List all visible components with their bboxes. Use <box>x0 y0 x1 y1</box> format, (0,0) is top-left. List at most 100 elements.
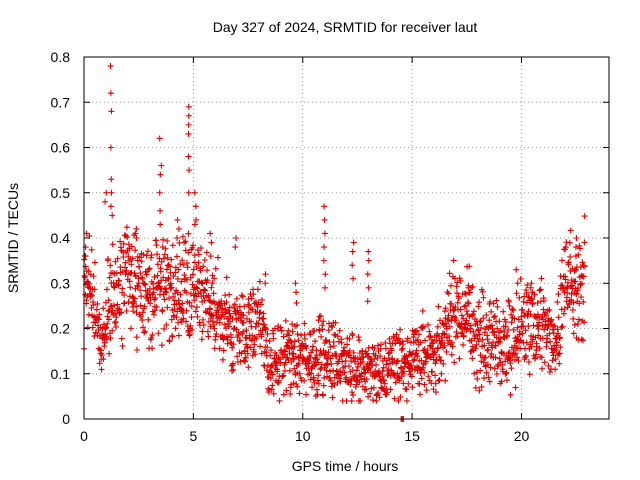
data-point <box>441 308 448 315</box>
data-point <box>211 300 218 307</box>
data-point <box>133 235 140 241</box>
data-point <box>505 327 512 334</box>
data-point <box>250 291 257 298</box>
data-point <box>315 372 322 379</box>
data-point <box>226 291 233 298</box>
data-point <box>538 275 545 282</box>
data-point <box>103 286 110 293</box>
data-point <box>113 270 120 277</box>
data-point <box>360 354 367 361</box>
data-point <box>438 357 445 364</box>
data-point <box>233 326 240 333</box>
data-point <box>498 378 505 385</box>
data-point <box>163 321 170 328</box>
data-point <box>441 342 448 349</box>
data-point <box>175 266 182 273</box>
data-point <box>450 257 457 264</box>
data-point <box>153 242 160 249</box>
data-point <box>348 397 355 404</box>
data-point <box>515 357 522 364</box>
data-point <box>151 296 158 303</box>
data-point <box>108 108 115 115</box>
data-point <box>514 324 521 331</box>
data-point <box>376 394 383 401</box>
data-point <box>555 314 562 321</box>
x-tick-label: 5 <box>189 428 197 444</box>
data-point <box>103 189 110 196</box>
data-point <box>400 370 407 377</box>
data-point <box>200 263 207 270</box>
data-point <box>541 326 548 333</box>
data-point <box>182 238 189 245</box>
data-point <box>187 274 194 281</box>
data-point <box>189 281 196 288</box>
data-point <box>523 289 530 296</box>
data-point <box>314 356 321 363</box>
data-point <box>116 277 122 284</box>
data-point <box>403 386 410 393</box>
data-point <box>187 322 194 329</box>
data-point <box>324 361 331 368</box>
data-point <box>174 289 181 296</box>
data-point <box>513 290 520 297</box>
data-point <box>92 319 99 326</box>
data-point <box>307 349 314 356</box>
data-point <box>580 298 587 305</box>
data-point <box>155 330 162 337</box>
data-point <box>174 235 181 241</box>
data-point <box>264 344 271 351</box>
data-point <box>293 381 300 388</box>
data-point <box>577 281 584 288</box>
data-point <box>193 263 200 270</box>
data-point <box>106 274 113 281</box>
data-point <box>173 314 180 321</box>
data-point <box>546 306 553 313</box>
data-point <box>325 349 332 356</box>
data-point <box>532 355 539 362</box>
data-point <box>153 303 160 310</box>
data-point <box>426 328 433 335</box>
data-point <box>478 324 485 331</box>
data-point <box>475 338 482 345</box>
data-point <box>454 333 461 340</box>
data-point <box>125 298 132 305</box>
data-point <box>537 286 544 293</box>
data-point <box>504 332 511 339</box>
data-point <box>270 390 277 397</box>
data-point <box>563 285 570 292</box>
data-point <box>536 287 543 294</box>
data-point <box>183 276 190 283</box>
data-point <box>474 335 481 342</box>
data-point <box>541 359 548 366</box>
data-point <box>424 321 431 328</box>
data-point <box>181 239 188 246</box>
data-point <box>320 382 327 389</box>
data-point <box>476 318 483 325</box>
data-point <box>539 365 546 372</box>
data-point <box>262 280 269 287</box>
data-point <box>106 350 113 357</box>
data-point <box>301 377 308 384</box>
data-point <box>275 355 282 362</box>
data-point <box>320 318 327 325</box>
data-point <box>137 270 144 277</box>
data-point <box>581 239 588 246</box>
data-point <box>477 367 484 374</box>
data-point <box>230 360 237 367</box>
data-point <box>291 343 298 350</box>
data-point <box>159 308 166 315</box>
data-point <box>133 334 140 341</box>
data-point <box>508 365 515 372</box>
data-point <box>364 350 371 357</box>
data-point <box>357 397 364 404</box>
data-point <box>435 303 442 310</box>
data-point <box>427 332 434 339</box>
data-point <box>508 319 515 326</box>
data-point <box>453 290 460 297</box>
data-point <box>382 345 389 352</box>
data-point <box>415 331 422 338</box>
data-point <box>223 299 230 306</box>
data-point <box>573 290 580 297</box>
data-point <box>122 259 129 266</box>
data-point <box>157 221 164 228</box>
